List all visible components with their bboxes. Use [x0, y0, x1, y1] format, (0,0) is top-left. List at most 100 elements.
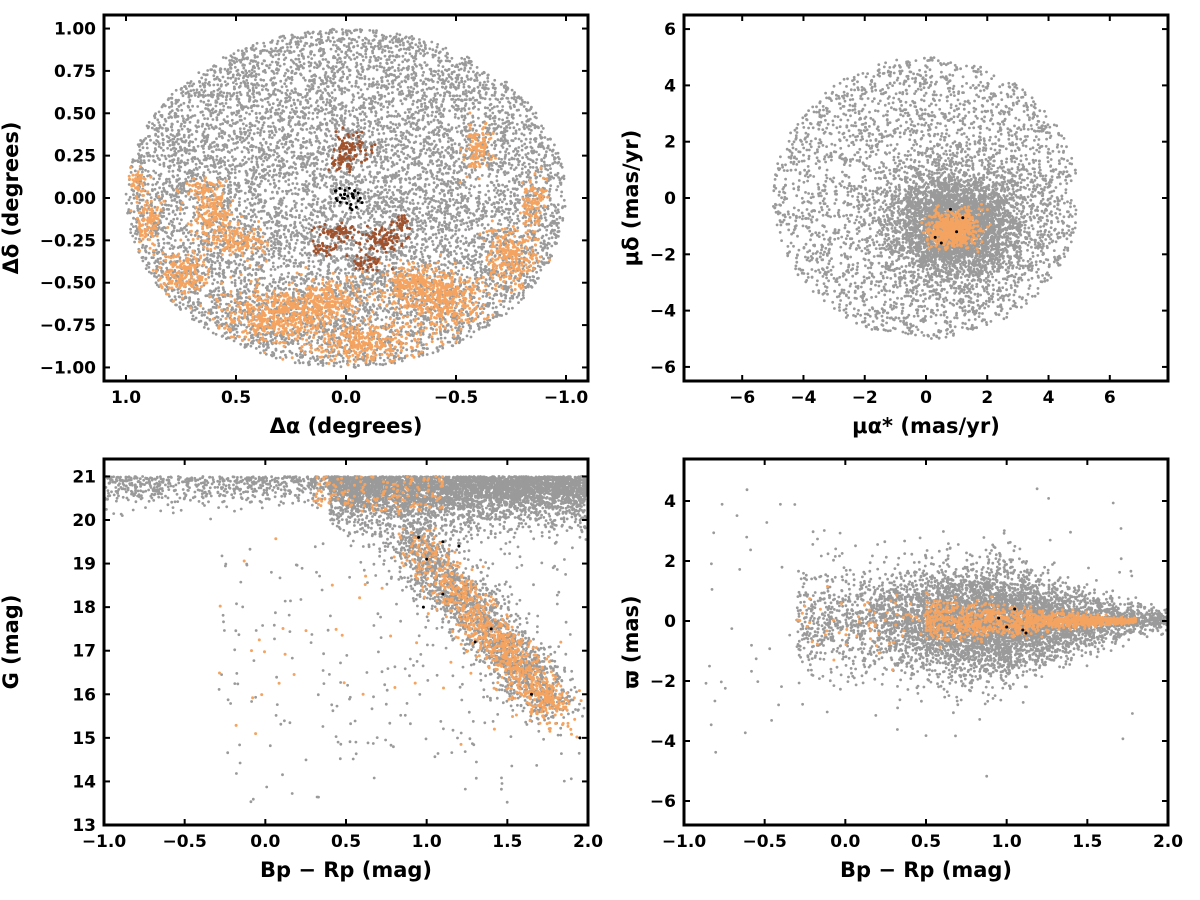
- data-point: [210, 244, 213, 247]
- data-point: [297, 58, 300, 61]
- data-point: [271, 136, 274, 139]
- data-point: [351, 85, 354, 88]
- data-point: [358, 215, 361, 218]
- data-point: [269, 143, 272, 146]
- data-point: [297, 342, 300, 345]
- data-point: [369, 306, 372, 309]
- data-point: [254, 213, 257, 216]
- data-point: [517, 95, 520, 98]
- data-point: [256, 157, 259, 160]
- data-point: [389, 121, 392, 124]
- data-point: [388, 197, 391, 200]
- data-point: [192, 301, 195, 304]
- data-point: [151, 188, 154, 191]
- data-point: [158, 142, 161, 145]
- data-point: [308, 79, 311, 82]
- data-point: [379, 62, 382, 65]
- data-point: [383, 95, 386, 98]
- data-point: [231, 155, 234, 158]
- data-point: [389, 258, 392, 261]
- data-point: [490, 215, 493, 218]
- data-point: [306, 185, 309, 188]
- data-point: [422, 315, 425, 318]
- data-point: [221, 335, 224, 338]
- data-point: [291, 116, 294, 119]
- data-point: [218, 135, 221, 138]
- data-point: [302, 361, 305, 364]
- data-point: [423, 61, 426, 64]
- data-point: [487, 141, 490, 144]
- data-point: [321, 160, 324, 163]
- data-point: [346, 197, 349, 200]
- data-point: [464, 204, 467, 207]
- data-point: [421, 67, 424, 70]
- data-point: [279, 65, 282, 68]
- data-point: [501, 165, 504, 168]
- data-point: [172, 218, 175, 221]
- data-point: [359, 153, 362, 156]
- data-point: [125, 202, 128, 205]
- data-point: [352, 54, 355, 57]
- data-point: [493, 206, 496, 209]
- data-point: [262, 138, 265, 141]
- data-point: [446, 151, 449, 154]
- data-point: [439, 51, 442, 54]
- data-point: [330, 218, 333, 221]
- data-point: [477, 302, 480, 305]
- data-point: [266, 172, 269, 175]
- data-point: [424, 194, 427, 197]
- data-point: [300, 277, 303, 280]
- data-point: [468, 188, 471, 191]
- data-point: [283, 228, 286, 231]
- data-point: [377, 83, 380, 86]
- data-point: [454, 142, 457, 145]
- data-point: [481, 260, 484, 263]
- data-point: [383, 67, 386, 70]
- spatial-panel: 1.0 0.5 0.0 −0.5 −1.01.000.750.500.250.00−0.…: [0, 15, 588, 438]
- data-point: [448, 341, 451, 344]
- data-point: [548, 190, 551, 193]
- data-point: [373, 218, 376, 221]
- data-point: [460, 223, 463, 226]
- data-point: [255, 268, 258, 271]
- data-point: [247, 158, 250, 161]
- data-point: [228, 59, 231, 62]
- data-point: [433, 177, 436, 180]
- data-point: [283, 197, 286, 200]
- data-point: [234, 148, 237, 151]
- data-point: [462, 325, 465, 328]
- data-point: [283, 255, 286, 258]
- data-point: [257, 127, 260, 130]
- data-point: [327, 75, 330, 78]
- data-point: [454, 326, 457, 329]
- data-point: [483, 81, 486, 84]
- data-point: [495, 132, 498, 135]
- data-point: [219, 157, 222, 160]
- data-point: [439, 155, 442, 158]
- data-point: [298, 362, 301, 365]
- data-point: [234, 66, 237, 69]
- data-point: [204, 78, 207, 81]
- data-point: [341, 76, 344, 79]
- data-point: [230, 112, 233, 115]
- data-point: [336, 61, 339, 64]
- data-point: [489, 109, 492, 112]
- data-point: [190, 196, 193, 199]
- data-point: [320, 168, 323, 171]
- data-point: [399, 85, 402, 88]
- data-point: [325, 175, 328, 178]
- data-point: [418, 38, 421, 41]
- data-point: [468, 192, 471, 195]
- data-point: [169, 247, 172, 250]
- data-point: [428, 47, 431, 50]
- data-point: [339, 117, 342, 120]
- data-point: [236, 325, 239, 328]
- data-point: [199, 85, 202, 88]
- data-point: [363, 118, 366, 121]
- data-point: [454, 113, 457, 116]
- data-point: [498, 219, 501, 222]
- data-point: [498, 194, 501, 197]
- data-point: [310, 233, 313, 236]
- data-point: [273, 182, 276, 185]
- data-point: [201, 311, 204, 314]
